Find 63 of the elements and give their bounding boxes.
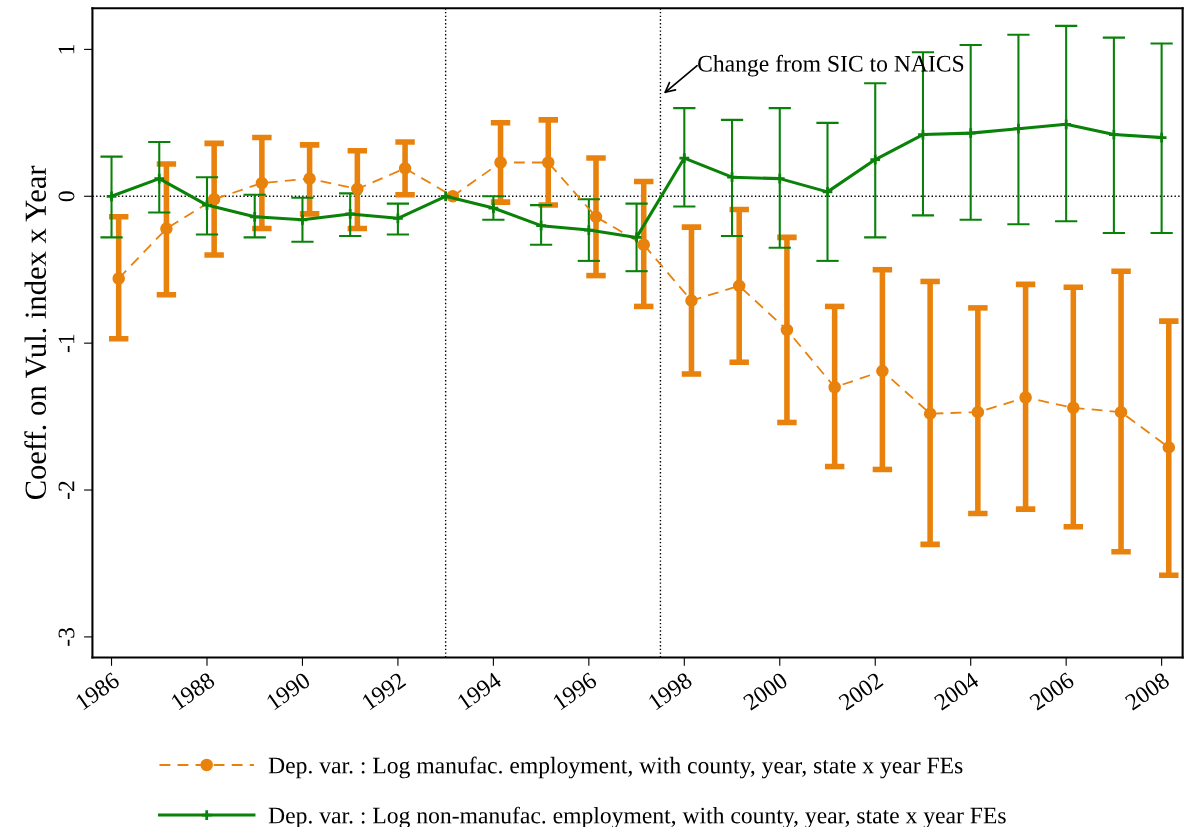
y-tick-label: -3 (58, 627, 75, 646)
point (105, 190, 118, 203)
point (1059, 118, 1073, 131)
point (923, 407, 937, 420)
point (351, 182, 364, 196)
point (589, 210, 603, 224)
point (1114, 405, 1128, 419)
point (1162, 441, 1176, 454)
point (821, 185, 834, 199)
point (343, 207, 357, 221)
point (725, 170, 739, 184)
point (685, 294, 698, 307)
point (582, 223, 596, 237)
point (1155, 131, 1168, 144)
legend-label: Dep. var. : Log manufac. employment, with county, year, state x year FEs (268, 756, 963, 779)
y-tick-label: -2 (58, 481, 75, 499)
point (439, 190, 452, 203)
y-tick-label: -1 (58, 334, 75, 353)
point (876, 364, 889, 378)
point (494, 156, 507, 169)
point (630, 231, 643, 244)
x-tick-label: 1998 (647, 671, 694, 711)
point (112, 272, 125, 285)
point (248, 210, 261, 224)
point (207, 192, 221, 206)
point (200, 198, 214, 212)
point (732, 279, 746, 293)
point (542, 156, 555, 169)
x-tick-label: 1986 (74, 671, 121, 711)
point (971, 405, 985, 419)
point (868, 153, 882, 166)
point (1107, 128, 1121, 141)
point (487, 201, 500, 215)
point (780, 323, 794, 337)
y-tick-label: 1 (58, 44, 75, 54)
point (678, 151, 691, 165)
point (964, 126, 977, 140)
point (160, 222, 173, 235)
x-tick-label: 2002 (837, 671, 884, 711)
point (637, 238, 650, 251)
point (296, 213, 309, 227)
x-tick-label: 2000 (742, 671, 789, 711)
point (916, 128, 930, 141)
point (534, 219, 548, 232)
y-tick-label: 0 (58, 191, 75, 202)
x-tick-label: 1990 (265, 671, 312, 711)
x-tick-label: 2004 (933, 671, 980, 711)
y-axis-title: Coeff. on Vul. index x Year (24, 165, 47, 500)
point (1067, 401, 1080, 415)
point (303, 172, 316, 185)
point (255, 176, 269, 190)
x-tick-label: 1988 (170, 671, 216, 711)
point (1012, 122, 1025, 135)
point (828, 380, 841, 394)
point (398, 162, 412, 175)
x-tick-label: 2008 (1124, 671, 1171, 711)
point (153, 172, 166, 185)
x-tick-label: 1994 (456, 671, 503, 711)
x-tick-label: 1996 (552, 671, 598, 711)
point (391, 212, 405, 225)
x-tick-label: 1992 (361, 672, 407, 711)
point (1019, 391, 1032, 404)
x-tick-label: 2006 (1028, 671, 1076, 711)
